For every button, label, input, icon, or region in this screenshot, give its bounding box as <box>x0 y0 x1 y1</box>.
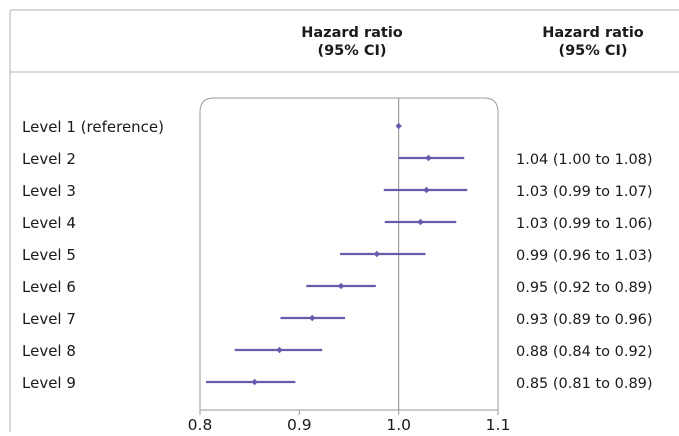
plot-frame <box>199 97 499 410</box>
x-tick-label-2: 0.9 <box>287 416 312 432</box>
estimate-marker-5 <box>373 250 381 258</box>
x-tick-label-3: 1.0 <box>386 416 411 432</box>
row-label-4: Level 4 <box>22 214 76 232</box>
x-tick-label-4: 1.1 <box>486 416 511 432</box>
hr-text-4: 1.03 (0.99 to 1.06) <box>516 216 653 232</box>
estimate-marker-8 <box>276 346 283 354</box>
row-label-2: Level 2 <box>22 150 76 168</box>
header-col1-line2: (95% CI) <box>317 43 386 59</box>
header-col1-line1: Hazard ratio <box>301 25 403 41</box>
row-label-3: Level 3 <box>22 182 76 200</box>
row-label-9: Level 9 <box>22 374 76 392</box>
hr-text-9: 0.85 (0.81 to 0.89) <box>516 376 653 392</box>
hr-text-7: 0.93 (0.89 to 0.96) <box>516 312 653 328</box>
row-label-7: Level 7 <box>22 310 76 328</box>
row-label-5: Level 5 <box>22 246 76 264</box>
row-label-6: Level 6 <box>22 278 76 296</box>
figure-border <box>9 9 679 432</box>
row-labels: Level 1 (reference) Level 2 Level 3 Level 4… <box>22 118 164 392</box>
hr-text-8: 0.88 (0.84 to 0.92) <box>516 344 653 360</box>
estimate-marker-4 <box>417 218 424 226</box>
row-label-1: Level 1 (reference) <box>22 118 164 136</box>
header-col2-line1: Hazard ratio <box>542 25 644 41</box>
plot-marks <box>205 98 468 410</box>
estimate-marker-2 <box>425 154 432 162</box>
header-col2-line2: (95% CI) <box>558 43 627 59</box>
estimate-marker-6 <box>337 282 345 290</box>
x-axis-ticks: 0.8 0.9 1.0 1.1 <box>188 410 511 434</box>
row-label-8: Level 8 <box>22 342 76 360</box>
x-tick-label-1: 0.8 <box>188 416 213 432</box>
hr-text-6: 0.95 (0.92 to 0.89) <box>516 280 653 296</box>
estimate-marker-1 <box>395 122 402 130</box>
estimate-marker-7 <box>309 314 316 322</box>
hr-text-2: 1.04 (1.00 to 1.08) <box>516 152 653 168</box>
hr-text-5: 0.99 (0.96 to 1.03) <box>516 248 653 264</box>
estimate-marker-3 <box>423 186 430 194</box>
hazard-ratio-texts: 1.04 (1.00 to 1.08) 1.03 (0.99 to 1.07) 1.… <box>516 152 653 392</box>
estimate-marker-9 <box>251 378 258 386</box>
hr-text-3: 1.03 (0.99 to 1.07) <box>516 184 653 200</box>
